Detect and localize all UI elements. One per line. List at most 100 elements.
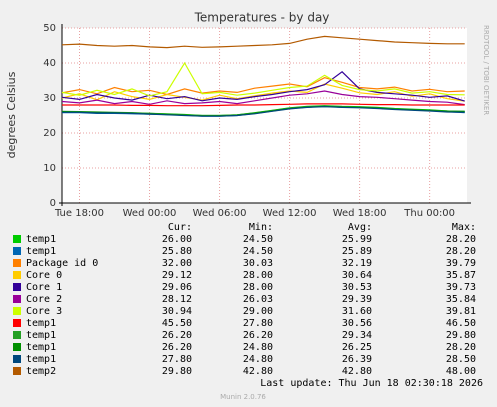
y-tick-label: 30 — [43, 93, 56, 104]
series-line — [61, 71, 465, 102]
y-tick-label: 0 — [50, 198, 56, 209]
legend-stat: 28.20 — [446, 234, 476, 245]
legend-swatch — [13, 247, 21, 255]
x-tick-label: Wed 12:00 — [263, 208, 317, 219]
x-tick-label: Thu 00:00 — [403, 208, 455, 219]
legend-stat: 26.20 — [162, 330, 192, 341]
series-line — [61, 61, 465, 97]
legend-stat: 48.00 — [446, 366, 476, 377]
legend-stat: 26.20 — [162, 342, 192, 353]
y-tick-label: 40 — [43, 58, 56, 69]
legend-name: temp1 — [26, 318, 56, 329]
legend-header: Max: — [452, 222, 476, 233]
legend-stat: 29.39 — [342, 294, 372, 305]
legend-name: Core 1 — [26, 282, 62, 293]
series-line — [62, 106, 465, 117]
legend-name: temp1 — [26, 246, 56, 257]
legend-stat: 28.20 — [446, 246, 476, 257]
legend-stat: 45.50 — [162, 318, 192, 329]
legend-stat: 46.50 — [446, 318, 476, 329]
legend-swatch — [13, 355, 21, 363]
legend-stat: 25.89 — [342, 246, 372, 257]
legend-stat: 26.03 — [243, 294, 273, 305]
y-tick-label: 20 — [43, 128, 56, 139]
legend-stat: 42.80 — [243, 366, 273, 377]
legend-swatch — [13, 259, 21, 267]
legend-stat: 29.80 — [446, 330, 476, 341]
legend-stat: 30.64 — [342, 270, 372, 281]
legend-stat: 30.56 — [342, 318, 372, 329]
legend-stat: 42.80 — [342, 366, 372, 377]
legend-stat: 29.80 — [162, 366, 192, 377]
legend-stat: 29.06 — [162, 282, 192, 293]
legend-name: temp1 — [26, 234, 56, 245]
last-update: Last update: Thu Jun 18 02:30:18 2026 — [260, 378, 483, 389]
legend-stat: 24.50 — [243, 246, 273, 257]
legend-name: Core 2 — [26, 294, 62, 305]
plot-area — [62, 28, 467, 203]
legend-swatch — [13, 367, 21, 375]
chart-title: Temperatures - by day — [194, 11, 330, 25]
legend-stat: 39.79 — [446, 258, 476, 269]
legend-stat: 28.12 — [162, 294, 192, 305]
legend-name: temp1 — [26, 354, 56, 365]
legend-stat: 28.20 — [446, 342, 476, 353]
legend-swatch — [13, 319, 21, 327]
legend-stat: 26.00 — [162, 234, 192, 245]
legend-stat: 24.50 — [243, 234, 273, 245]
legend-stat: 28.00 — [243, 282, 273, 293]
legend-name: temp1 — [26, 330, 56, 341]
legend-name: Core 0 — [26, 270, 62, 281]
legend-header: Avg: — [348, 222, 372, 233]
legend-stat: 28.50 — [446, 354, 476, 365]
x-tick-label: Tue 18:00 — [54, 208, 104, 219]
legend-name: Package id 0 — [26, 258, 98, 269]
legend-stat: 28.00 — [243, 270, 273, 281]
y-tick-label: 50 — [43, 23, 56, 34]
legend-stat: 31.60 — [342, 306, 372, 317]
series-line — [62, 103, 465, 107]
series-line — [61, 35, 465, 49]
y-axis-label: degrees Celsius — [5, 71, 18, 158]
legend-swatch — [13, 283, 21, 291]
legend-stat: 30.53 — [342, 282, 372, 293]
legend-swatch — [13, 271, 21, 279]
legend-stat: 39.81 — [446, 306, 476, 317]
legend-stat: 29.12 — [162, 270, 192, 281]
legend-stat: 24.80 — [243, 354, 273, 365]
legend-swatch — [13, 331, 21, 339]
series-line — [61, 77, 465, 96]
legend-swatch — [13, 343, 21, 351]
legend-swatch — [13, 307, 21, 315]
legend-name: temp2 — [26, 366, 56, 377]
legend-stat: 26.39 — [342, 354, 372, 365]
y-tick-label: 10 — [43, 163, 56, 174]
legend-stat: 26.25 — [342, 342, 372, 353]
x-tick-label: Wed 00:00 — [123, 208, 177, 219]
legend-header: Min: — [249, 222, 273, 233]
legend-stat: 32.00 — [162, 258, 192, 269]
watermark: RRDTOOL / TOBI OETIKER — [482, 25, 490, 115]
legend-stat: 27.80 — [243, 318, 273, 329]
series-line — [61, 83, 465, 102]
legend-stat: 29.00 — [243, 306, 273, 317]
series-line — [61, 90, 465, 106]
legend-swatch — [13, 295, 21, 303]
legend-header: Cur: — [168, 222, 192, 233]
x-tick-label: Wed 18:00 — [333, 208, 387, 219]
legend-stat: 35.87 — [446, 270, 476, 281]
legend-stat: 35.84 — [446, 294, 476, 305]
legend-name: Core 3 — [26, 306, 62, 317]
legend-stat: 26.20 — [243, 330, 273, 341]
version: Munin 2.0.76 — [220, 393, 266, 401]
legend-stat: 25.80 — [162, 246, 192, 257]
legend-name: temp1 — [26, 342, 56, 353]
legend-stat: 24.80 — [243, 342, 273, 353]
x-tick-label: Wed 06:00 — [193, 208, 247, 219]
legend-stat: 32.19 — [342, 258, 372, 269]
legend-stat: 25.99 — [342, 234, 372, 245]
legend-stat: 27.80 — [162, 354, 192, 365]
legend-stat: 39.73 — [446, 282, 476, 293]
